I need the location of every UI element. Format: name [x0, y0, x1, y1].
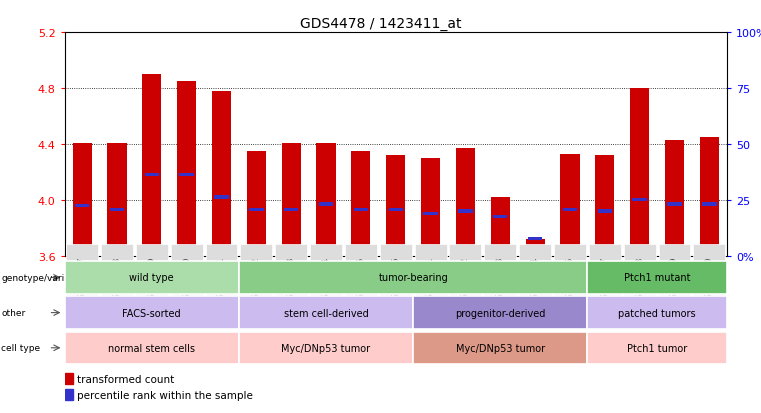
Text: normal stem cells: normal stem cells [108, 343, 196, 353]
Bar [630, 89, 649, 256]
Bar [389, 209, 403, 211]
Text: GSM842172: GSM842172 [461, 256, 470, 302]
Text: transformed count: transformed count [77, 374, 174, 384]
Bar [65, 332, 239, 364]
Text: tumor-bearing: tumor-bearing [378, 273, 448, 283]
Bar [665, 140, 684, 256]
Text: GSM842158: GSM842158 [113, 256, 122, 302]
Text: GSM842175: GSM842175 [565, 256, 575, 302]
Text: GSM842160: GSM842160 [182, 256, 191, 302]
Bar [386, 156, 406, 256]
Bar [702, 203, 717, 206]
Bar [65, 373, 73, 385]
Text: stem cell-derived: stem cell-derived [284, 308, 368, 318]
Text: genotype/variation: genotype/variation [2, 273, 88, 282]
Text: progenitor-derived: progenitor-derived [455, 308, 546, 318]
Text: Myc/DNp53 tumor: Myc/DNp53 tumor [282, 343, 371, 353]
Bar [142, 75, 161, 256]
Text: patched tumors: patched tumors [618, 308, 696, 318]
Bar [413, 332, 587, 364]
Bar [597, 210, 612, 213]
Bar [65, 297, 239, 329]
Text: Ptch1 mutant: Ptch1 mutant [624, 273, 690, 283]
Bar [458, 210, 473, 213]
Bar [563, 209, 577, 211]
Bar [239, 297, 413, 329]
Bar [180, 174, 194, 177]
Bar [493, 216, 508, 218]
Bar [319, 203, 333, 206]
Bar [110, 209, 124, 211]
Bar [354, 209, 368, 211]
Text: GSM842167: GSM842167 [600, 256, 610, 302]
Text: other: other [2, 309, 26, 317]
Bar [317, 143, 336, 256]
Text: wild type: wild type [129, 273, 174, 283]
Bar [65, 389, 73, 401]
Bar [239, 261, 587, 294]
Bar [456, 149, 475, 256]
Text: Myc/DNp53 tumor: Myc/DNp53 tumor [456, 343, 545, 353]
Bar [560, 154, 580, 256]
Text: GSM842161: GSM842161 [217, 256, 226, 302]
Text: cell type: cell type [2, 344, 40, 352]
Text: GSM842173: GSM842173 [495, 256, 505, 302]
Bar [72, 143, 91, 256]
Bar [239, 332, 413, 364]
Text: GSM842169: GSM842169 [670, 256, 679, 302]
Bar [587, 261, 727, 294]
Text: GSM842166: GSM842166 [391, 256, 400, 302]
Bar [413, 297, 587, 329]
Bar [423, 213, 438, 216]
Bar [352, 152, 371, 256]
Bar [700, 138, 719, 256]
Text: GSM842164: GSM842164 [322, 256, 330, 302]
Bar [421, 159, 440, 256]
Bar [177, 82, 196, 256]
Bar [284, 209, 298, 211]
Text: GSM842162: GSM842162 [252, 256, 261, 302]
Text: Ptch1 tumor: Ptch1 tumor [627, 343, 687, 353]
Bar [145, 174, 159, 177]
Bar [595, 156, 614, 256]
Text: GSM842159: GSM842159 [148, 256, 156, 302]
Bar [249, 209, 263, 211]
Text: GDS4478 / 1423411_at: GDS4478 / 1423411_at [300, 17, 461, 31]
Bar [75, 204, 89, 207]
Bar [107, 143, 126, 256]
Bar [587, 332, 727, 364]
Bar [65, 261, 239, 294]
Text: FACS-sorted: FACS-sorted [123, 308, 181, 318]
Text: percentile rank within the sample: percentile rank within the sample [77, 390, 253, 400]
Bar [215, 196, 228, 199]
Bar [528, 238, 543, 241]
Bar [247, 152, 266, 256]
Bar [282, 143, 301, 256]
Bar [491, 197, 510, 256]
Text: GSM842165: GSM842165 [356, 256, 365, 302]
Text: GSM842171: GSM842171 [426, 256, 435, 302]
Text: GSM842168: GSM842168 [635, 256, 644, 302]
Text: GSM842170: GSM842170 [705, 256, 714, 302]
Bar [667, 203, 682, 206]
Text: GSM842163: GSM842163 [287, 256, 296, 302]
Bar [526, 239, 545, 256]
Bar [587, 297, 727, 329]
Text: GSM842174: GSM842174 [530, 256, 540, 302]
Bar [212, 92, 231, 256]
Text: GSM842157: GSM842157 [78, 256, 87, 302]
Bar [632, 199, 647, 202]
